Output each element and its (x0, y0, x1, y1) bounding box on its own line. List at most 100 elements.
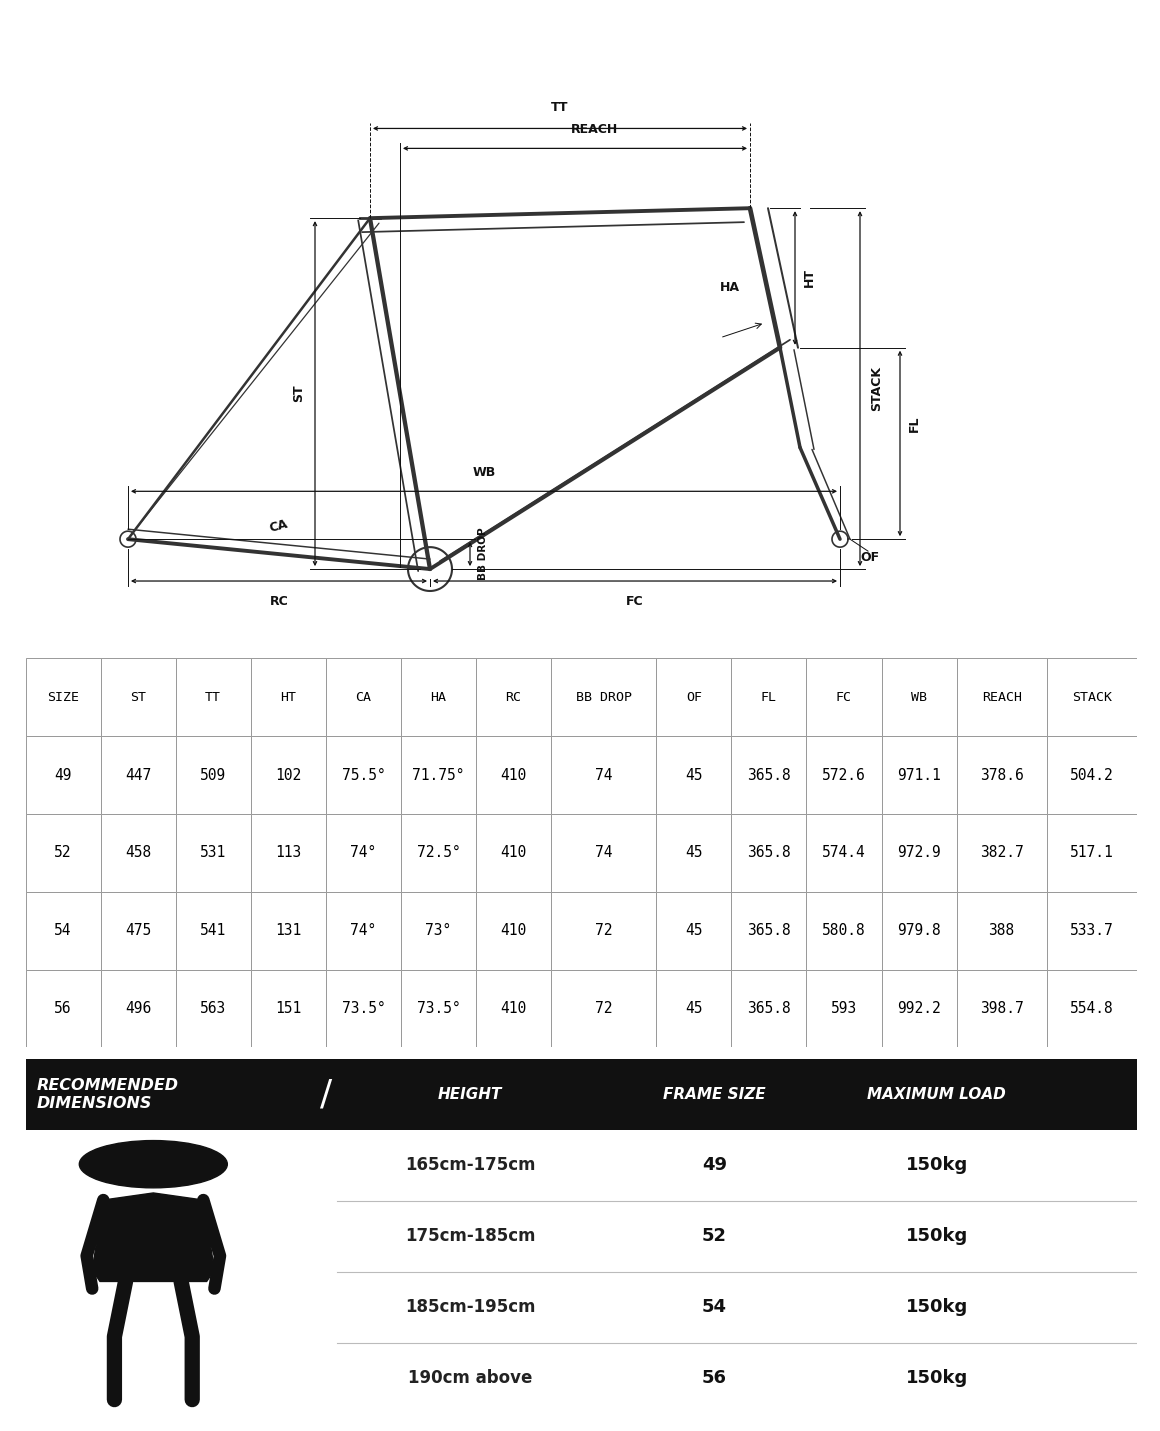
Text: 531: 531 (201, 846, 226, 860)
Bar (806, 658, 882, 736)
Text: ST: ST (130, 691, 146, 704)
Bar (806, 970, 882, 1047)
Text: 190cm above: 190cm above (408, 1369, 532, 1387)
Text: STACK: STACK (1072, 691, 1111, 704)
Text: REACH: REACH (572, 123, 618, 136)
Text: RECOMMENDED
DIMENSIONS: RECOMMENDED DIMENSIONS (37, 1078, 179, 1112)
Text: OF: OF (861, 551, 879, 564)
Text: BB DROP: BB DROP (478, 528, 488, 581)
Bar (401, 658, 476, 736)
Text: 574.4: 574.4 (822, 846, 865, 860)
Bar (101, 658, 175, 736)
Text: 45: 45 (686, 846, 703, 860)
Text: 410: 410 (500, 1002, 527, 1016)
Bar (957, 736, 1046, 814)
Text: Size Chart: Size Chart (21, 9, 261, 50)
Bar (1046, 970, 1137, 1047)
Text: 52: 52 (55, 846, 72, 860)
Bar (731, 658, 806, 736)
Text: HA: HA (430, 691, 447, 704)
Text: 72: 72 (595, 1002, 612, 1016)
Bar (26, 658, 101, 736)
Bar (326, 658, 401, 736)
Text: 45: 45 (686, 1002, 703, 1016)
Bar (326, 814, 401, 892)
Bar (101, 736, 175, 814)
Text: 150kg: 150kg (906, 1369, 967, 1387)
Bar (731, 892, 806, 970)
Bar (251, 658, 326, 736)
Bar (731, 970, 806, 1047)
Text: 73.5°: 73.5° (341, 1002, 385, 1016)
Text: 593: 593 (831, 1002, 857, 1016)
Bar (657, 736, 731, 814)
Text: WB: WB (911, 691, 927, 704)
Bar (251, 892, 326, 970)
Text: 365.8: 365.8 (747, 923, 791, 939)
Text: 563: 563 (201, 1002, 226, 1016)
Bar (175, 736, 251, 814)
Bar (175, 658, 251, 736)
Bar (657, 814, 731, 892)
Bar (1046, 658, 1137, 736)
Bar (326, 970, 401, 1047)
Bar (731, 814, 806, 892)
Text: 504.2: 504.2 (1070, 767, 1114, 783)
Bar (251, 814, 326, 892)
Text: 398.7: 398.7 (980, 1002, 1023, 1016)
Text: BXT: BXT (1014, 3, 1131, 56)
Text: RC: RC (506, 691, 522, 704)
Bar (251, 970, 326, 1047)
Bar (882, 814, 957, 892)
Text: 365.8: 365.8 (747, 767, 791, 783)
Text: FRAME SIZE: FRAME SIZE (664, 1088, 766, 1102)
Bar (26, 736, 101, 814)
Bar (957, 658, 1046, 736)
Text: 175cm-185cm: 175cm-185cm (405, 1228, 535, 1245)
Text: 56: 56 (702, 1369, 727, 1387)
Text: 45: 45 (686, 923, 703, 939)
Bar (1046, 892, 1137, 970)
Text: MAXIMUM LOAD: MAXIMUM LOAD (868, 1088, 1006, 1102)
Text: FC: FC (836, 691, 851, 704)
Bar (401, 892, 476, 970)
Bar (26, 1059, 1137, 1130)
Text: FC: FC (626, 595, 644, 608)
Bar (1046, 814, 1137, 892)
Text: 378.6: 378.6 (980, 767, 1023, 783)
Circle shape (79, 1141, 227, 1188)
Bar (401, 814, 476, 892)
Bar (1046, 736, 1137, 814)
Text: 388: 388 (988, 923, 1015, 939)
Bar (175, 892, 251, 970)
Bar (476, 892, 551, 970)
Text: STACK: STACK (870, 366, 883, 411)
Text: WB: WB (472, 467, 495, 479)
Text: 73.5°: 73.5° (416, 1002, 461, 1016)
Text: 72: 72 (595, 923, 612, 939)
Bar (882, 736, 957, 814)
Text: 102: 102 (275, 767, 302, 783)
Bar (175, 970, 251, 1047)
Text: 74: 74 (595, 767, 612, 783)
Bar (882, 658, 957, 736)
Text: 365.8: 365.8 (747, 846, 791, 860)
Text: 541: 541 (201, 923, 226, 939)
Bar (175, 814, 251, 892)
Text: 517.1: 517.1 (1070, 846, 1114, 860)
Bar (806, 814, 882, 892)
Text: SIZE: SIZE (48, 691, 79, 704)
Bar (251, 736, 326, 814)
Bar (806, 736, 882, 814)
Text: 992.2: 992.2 (897, 1002, 941, 1016)
Text: HA: HA (720, 282, 740, 295)
Bar (401, 970, 476, 1047)
Text: /: / (319, 1078, 332, 1112)
Bar (551, 970, 657, 1047)
Text: 971.1: 971.1 (897, 767, 941, 783)
Text: OF: OF (686, 691, 702, 704)
Text: 151: 151 (275, 1002, 302, 1016)
Text: 447: 447 (125, 767, 151, 783)
Text: 458: 458 (125, 846, 151, 860)
Text: 54: 54 (702, 1298, 727, 1317)
